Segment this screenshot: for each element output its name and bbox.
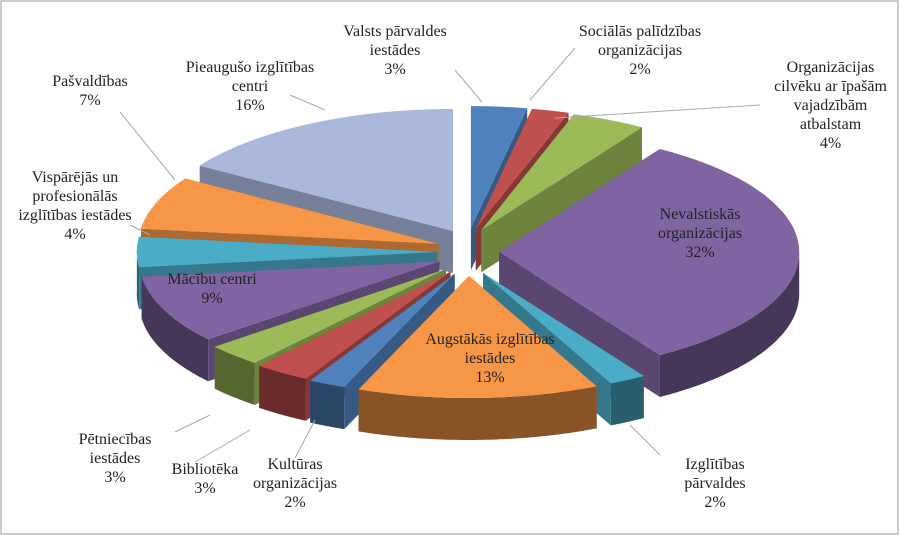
value-label: 13% xyxy=(475,369,505,386)
slice-top xyxy=(310,273,455,388)
slice-top xyxy=(499,149,800,355)
slice-top xyxy=(470,106,528,229)
category-name: Organizācijas cilvēku ar īpašām vajadzīb… xyxy=(774,59,887,133)
leader-line xyxy=(289,94,326,111)
slice-label: Sociālās palīdzības organizācijas 2% xyxy=(565,22,715,79)
value-label: 3% xyxy=(194,480,216,497)
slice-label: Vispārējās un profesionālās izglītības i… xyxy=(15,168,135,244)
slice xyxy=(358,276,597,440)
value-label: 4% xyxy=(819,135,842,152)
category-name: Valsts pārvaldes iestādes xyxy=(343,23,447,59)
leader-line xyxy=(129,224,151,236)
value-label: 4% xyxy=(64,226,86,243)
slice-wall xyxy=(659,252,800,397)
value-label: 32% xyxy=(685,244,715,261)
leader-line xyxy=(119,111,176,181)
slice-top xyxy=(259,271,451,379)
slice-wall xyxy=(141,276,209,382)
leader-line xyxy=(529,47,576,101)
category-name: Augstākās izglītības iestādes xyxy=(425,331,555,367)
category-name: Bibliotēka xyxy=(171,461,239,478)
slice-top xyxy=(475,108,569,229)
leader-line xyxy=(554,104,761,119)
slice-label: Valsts pārvaldes iestādes 3% xyxy=(320,22,470,79)
slice-wall xyxy=(136,249,140,310)
category-name: Pētniecības iestādes xyxy=(78,431,152,467)
value-label: 3% xyxy=(104,469,126,486)
category-name: Sociālās palīdzības organizācijas xyxy=(578,23,702,59)
slice-label: Pieaugušo izglītības centri 16% xyxy=(175,58,325,115)
category-name: Izglītības pārvaldes xyxy=(684,456,746,492)
slice-wall xyxy=(310,380,345,430)
slice-wall xyxy=(610,376,644,426)
slice-top xyxy=(214,269,446,363)
slice-label: Nevalstiskās organizācijas 32% xyxy=(625,205,775,262)
leader-line xyxy=(294,419,316,459)
value-label: 2% xyxy=(629,61,651,78)
slice-label: Pētniecības iestādes 3% xyxy=(65,430,165,487)
leader-line xyxy=(454,69,483,103)
slice-top xyxy=(136,236,437,268)
slice-label: Mācību centri 9% xyxy=(137,270,287,308)
leader-line xyxy=(629,424,661,456)
value-label: 7% xyxy=(79,92,101,109)
leader-line xyxy=(194,429,251,463)
value-label: 2% xyxy=(704,494,726,511)
category-name: Pieaugušo izglītības centri xyxy=(185,59,315,95)
slice-label: Kultūras organizācijas 2% xyxy=(245,455,345,512)
slice-wall xyxy=(259,365,306,421)
value-label: 2% xyxy=(284,494,306,511)
category-name: Pašvaldības xyxy=(52,73,128,90)
slice-top xyxy=(481,114,642,231)
slice-top xyxy=(141,261,440,340)
leader-line xyxy=(174,414,211,433)
slice-top xyxy=(141,178,439,244)
slice-wall xyxy=(214,346,255,405)
slice-edge xyxy=(481,127,642,273)
slice-label: Organizācijas cilvēku ar īpašām vajadzīb… xyxy=(763,58,898,153)
category-name: Nevalstiskās organizācijas xyxy=(657,206,743,242)
slice-top xyxy=(483,273,644,384)
slice xyxy=(481,114,642,273)
category-name: Kultūras organizācijas xyxy=(252,456,338,492)
slice-wall xyxy=(358,386,597,440)
slice-label: Izglītības pārvaldes 2% xyxy=(665,455,765,512)
category-name: Vispārējās un profesionālās izglītības i… xyxy=(18,169,132,224)
value-label: 16% xyxy=(235,97,265,114)
slice-label: Bibliotēka 3% xyxy=(125,460,285,498)
slice-label: Pašvaldības 7% xyxy=(10,72,170,110)
value-label: 3% xyxy=(384,61,406,78)
slice-top xyxy=(199,109,453,231)
category-name: Mācību centri xyxy=(167,271,257,288)
slice-label: Augstākās izglītības iestādes 13% xyxy=(415,330,565,387)
slice-edge xyxy=(310,273,455,423)
value-label: 9% xyxy=(201,290,223,307)
slice-top xyxy=(358,276,597,398)
slice-edge xyxy=(214,269,446,389)
